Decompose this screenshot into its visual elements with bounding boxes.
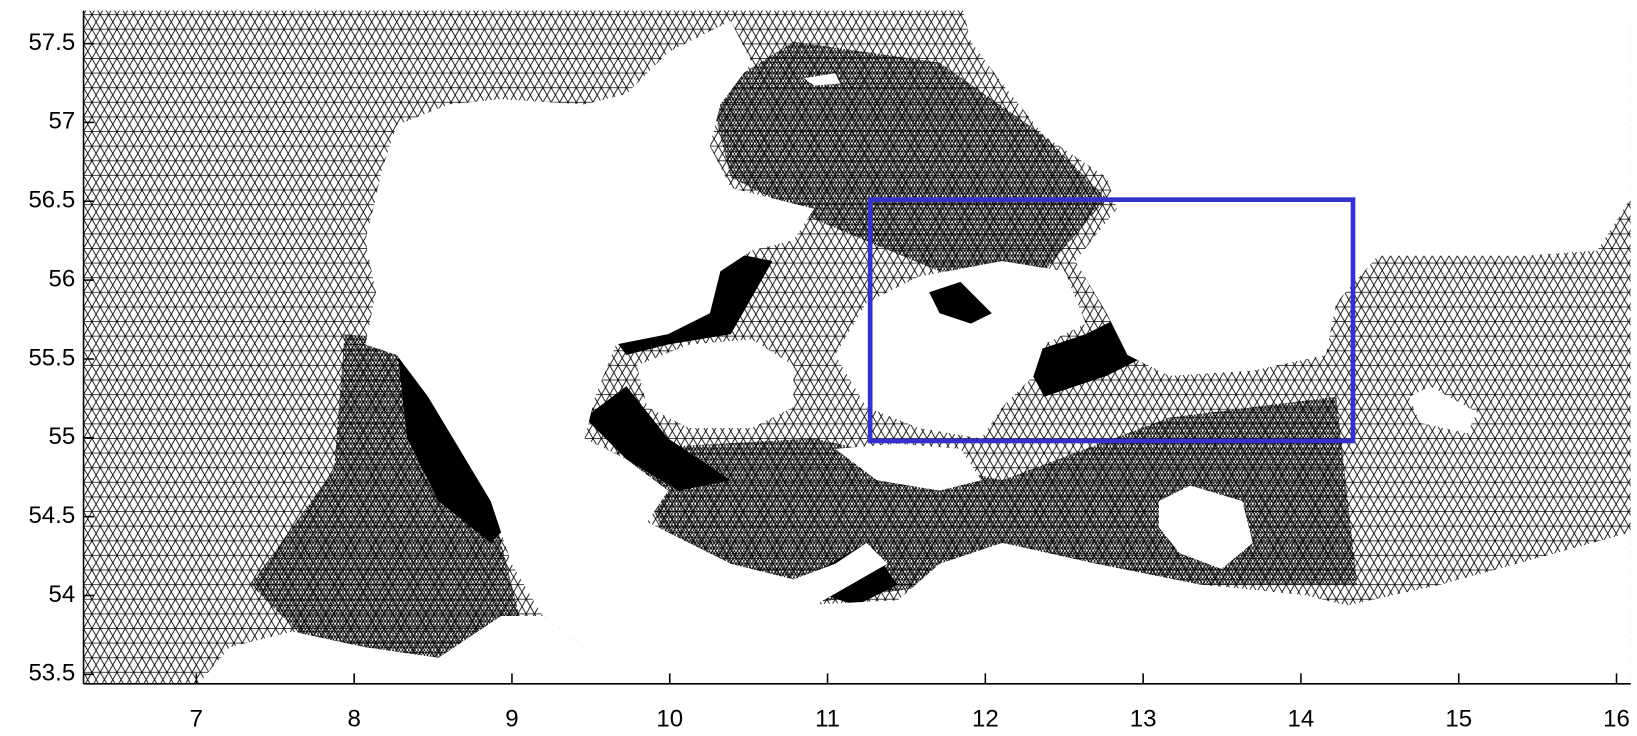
map-figure: 7 8 9 10 11 12 13 14 15 16 53.5 54 54.5 55 55.5 56 56.5 5…	[0, 0, 1637, 736]
y-tick-label: 57.5	[28, 29, 75, 56]
mesh-layer	[84, 0, 1631, 684]
x-tick-label: 15	[1445, 706, 1472, 733]
x-tick-label: 11	[815, 706, 840, 733]
x-tick-label: 10	[656, 706, 683, 733]
x-tick-label: 7	[190, 706, 203, 733]
x-tick-label: 12	[972, 706, 999, 733]
y-tick-label: 54	[48, 581, 75, 608]
y-tick-label: 54.5	[28, 502, 75, 529]
y-tick-label: 56	[48, 265, 75, 292]
x-tick-label: 8	[347, 706, 360, 733]
y-tick-label: 55.5	[28, 344, 75, 371]
page: 7 8 9 10 11 12 13 14 15 16 53.5 54 54.5 55 55.5 56 56.5 5…	[0, 0, 1637, 736]
y-tick-label: 55	[48, 423, 75, 450]
y-tick-label: 57	[48, 108, 75, 135]
y-tick-label: 56.5	[28, 187, 75, 214]
y-tick-label: 53.5	[28, 660, 75, 687]
x-tick-label: 16	[1603, 706, 1630, 733]
x-tick-label: 13	[1130, 706, 1157, 733]
x-tick-label: 14	[1288, 706, 1315, 733]
x-tick-label: 9	[505, 706, 518, 733]
